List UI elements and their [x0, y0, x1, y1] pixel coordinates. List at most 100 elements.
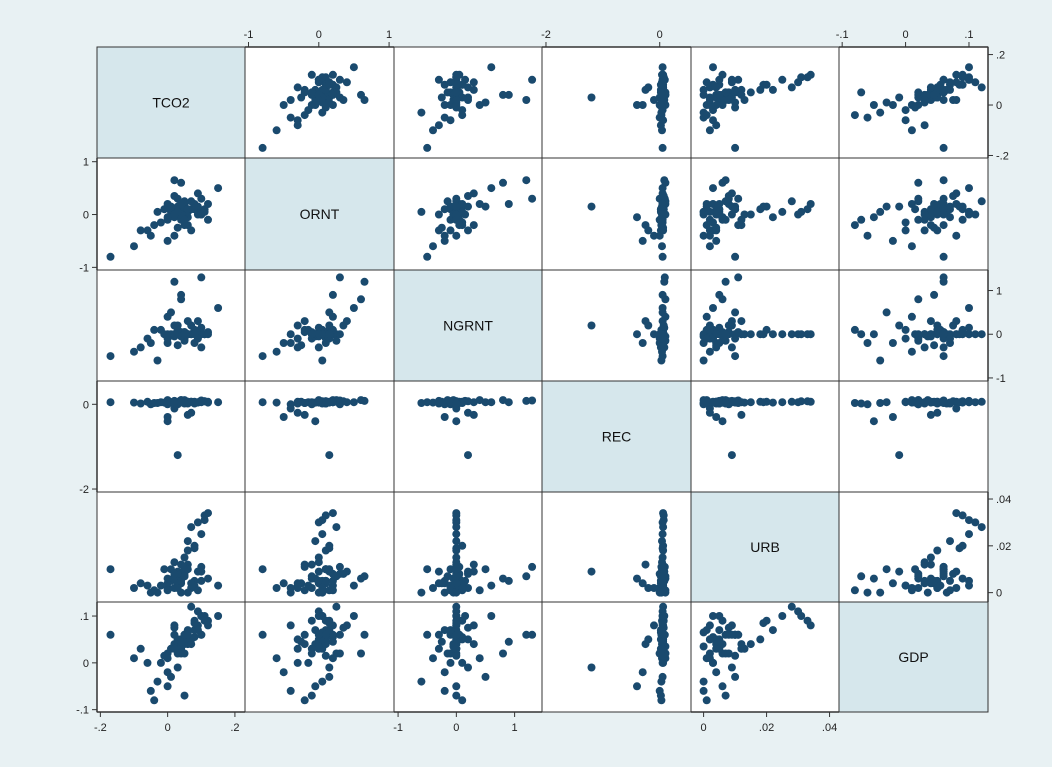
data-point	[464, 451, 472, 460]
data-point	[768, 330, 777, 339]
data-point	[146, 686, 155, 695]
data-point	[633, 330, 641, 339]
data-point	[153, 356, 162, 365]
data-point	[300, 630, 309, 639]
data-point	[731, 143, 740, 152]
data-point	[452, 651, 461, 660]
data-point	[423, 630, 432, 639]
data-point	[955, 544, 964, 553]
data-point	[882, 308, 891, 317]
data-point	[318, 677, 327, 686]
data-point	[279, 101, 288, 109]
data-point	[452, 537, 461, 546]
data-point	[214, 304, 223, 312]
data-point	[939, 75, 948, 84]
data-point	[293, 83, 302, 92]
data-point	[718, 70, 727, 79]
data-point	[190, 633, 199, 642]
data-point	[522, 396, 531, 405]
data-point	[321, 651, 330, 660]
data-point	[724, 192, 733, 200]
data-point	[429, 242, 437, 251]
data-point	[731, 651, 740, 660]
y-tick-label: 1	[996, 286, 1002, 298]
data-point	[286, 330, 295, 339]
data-point	[130, 654, 138, 663]
data-point	[173, 663, 182, 672]
data-point	[920, 96, 929, 104]
data-point	[307, 330, 316, 339]
data-point	[965, 576, 973, 585]
data-point	[150, 221, 159, 230]
data-point	[452, 644, 461, 653]
data-point	[423, 143, 432, 152]
data-point	[702, 654, 711, 663]
data-point	[895, 202, 904, 211]
data-point	[325, 544, 334, 553]
data-point	[170, 558, 179, 567]
data-point	[136, 399, 145, 408]
data-point	[180, 553, 189, 562]
data-point	[857, 330, 866, 339]
data-point	[933, 584, 942, 592]
data-point	[759, 398, 768, 407]
data-point	[658, 126, 666, 135]
data-point	[293, 644, 302, 653]
data-point	[307, 70, 316, 79]
x-tick-label: 0	[165, 722, 171, 734]
data-point	[721, 336, 730, 345]
data-point	[641, 560, 650, 569]
data-point	[901, 325, 910, 334]
data-point	[464, 226, 472, 235]
data-point	[163, 339, 172, 347]
data-point	[481, 202, 490, 211]
data-point	[660, 273, 669, 282]
data-point	[440, 101, 449, 109]
data-point	[882, 565, 891, 574]
data-point	[163, 586, 172, 595]
x-tick-label: .2	[230, 722, 239, 734]
data-point	[709, 658, 717, 667]
data-point	[659, 226, 668, 235]
data-point	[272, 398, 281, 407]
data-point	[300, 328, 309, 337]
data-point	[850, 399, 859, 407]
data-point	[170, 398, 179, 407]
data-point	[857, 88, 866, 97]
data-point	[335, 562, 344, 571]
data-point	[737, 410, 746, 419]
data-point	[724, 623, 733, 632]
diagonal-cell-ornt	[244, 157, 395, 271]
data-point	[949, 192, 958, 200]
data-point	[325, 308, 334, 317]
data-point	[955, 330, 964, 339]
data-point	[939, 143, 948, 152]
data-point	[721, 88, 730, 97]
data-point	[705, 635, 714, 644]
data-point	[357, 649, 365, 658]
data-point	[876, 588, 885, 597]
data-point	[926, 330, 935, 339]
data-point	[417, 207, 426, 216]
data-point	[286, 339, 295, 347]
y-tick-label: .1	[80, 611, 89, 623]
data-point	[911, 398, 920, 407]
data-point	[920, 558, 929, 567]
data-point	[857, 572, 866, 581]
data-point	[258, 352, 267, 361]
data-point	[718, 682, 727, 691]
data-point	[658, 242, 666, 251]
data-point	[183, 205, 192, 214]
data-point	[452, 619, 461, 628]
data-point	[699, 90, 708, 99]
data-point	[167, 202, 175, 211]
data-point	[709, 612, 717, 620]
data-point	[863, 339, 872, 347]
data-point	[417, 399, 426, 407]
data-point	[307, 644, 316, 653]
data-point	[876, 399, 885, 407]
data-point	[721, 630, 730, 639]
data-point	[702, 626, 711, 635]
data-point	[965, 516, 973, 525]
